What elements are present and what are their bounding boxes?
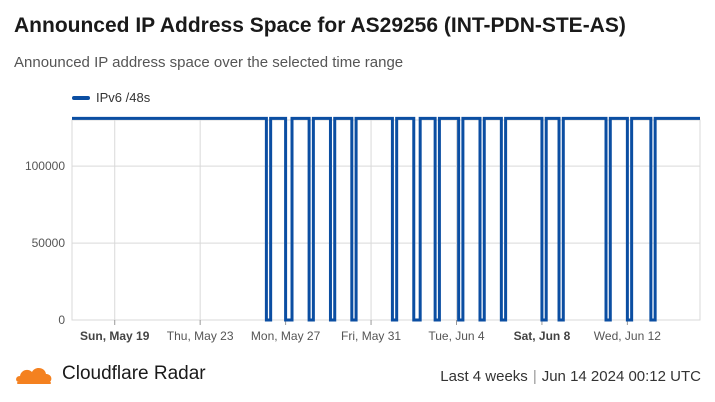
brand-name: Cloudflare Radar: [62, 363, 206, 384]
x-tick-label: Wed, Jun 12: [594, 329, 661, 343]
x-tick-label: Mon, May 27: [251, 329, 321, 343]
chart-title: Announced IP Address Space for AS29256 (…: [14, 14, 626, 37]
legend-swatch: [72, 95, 90, 100]
x-tick-label: Tue, Jun 4: [428, 329, 485, 343]
timestamp-label: Jun 14 2024 00:12 UTC: [541, 368, 701, 385]
footer-info: Last 4 weeks | Jun 14 2024 00:12 UTC: [440, 368, 701, 385]
brand-logo[interactable]: Cloudflare Radar: [14, 363, 206, 385]
legend-label: IPv6 /48s: [96, 90, 151, 105]
x-tick-label: Sun, May 19: [80, 329, 150, 343]
y-tick-label: 0: [58, 313, 65, 327]
footer-separator: |: [532, 368, 537, 385]
time-range-label: Last 4 weeks: [440, 368, 528, 385]
y-tick-label: 100000: [25, 159, 65, 173]
footer: Cloudflare Radar Last 4 weeks | Jun 14 202…: [0, 355, 715, 402]
y-tick-label: 50000: [32, 236, 66, 250]
x-tick-label: Sat, Jun 8: [514, 329, 571, 343]
series-line: [72, 116, 700, 322]
x-tick-label: Thu, May 23: [167, 329, 234, 343]
x-tick-label: Fri, May 31: [341, 329, 401, 343]
tick-layer: 0 50000 100000 Sun, May 19 Thu, May 23 Mon, M…: [25, 159, 661, 343]
chart-legend[interactable]: IPv6 /48s: [72, 90, 150, 105]
chart-plot: 0 50000 100000 Sun, May 19 Thu, May 23 Mon, M…: [25, 116, 701, 343]
series-layer: [72, 116, 700, 322]
chart-subtitle: Announced IP address space over the sele…: [14, 54, 404, 71]
cloudflare-cloud-icon: [16, 368, 52, 384]
